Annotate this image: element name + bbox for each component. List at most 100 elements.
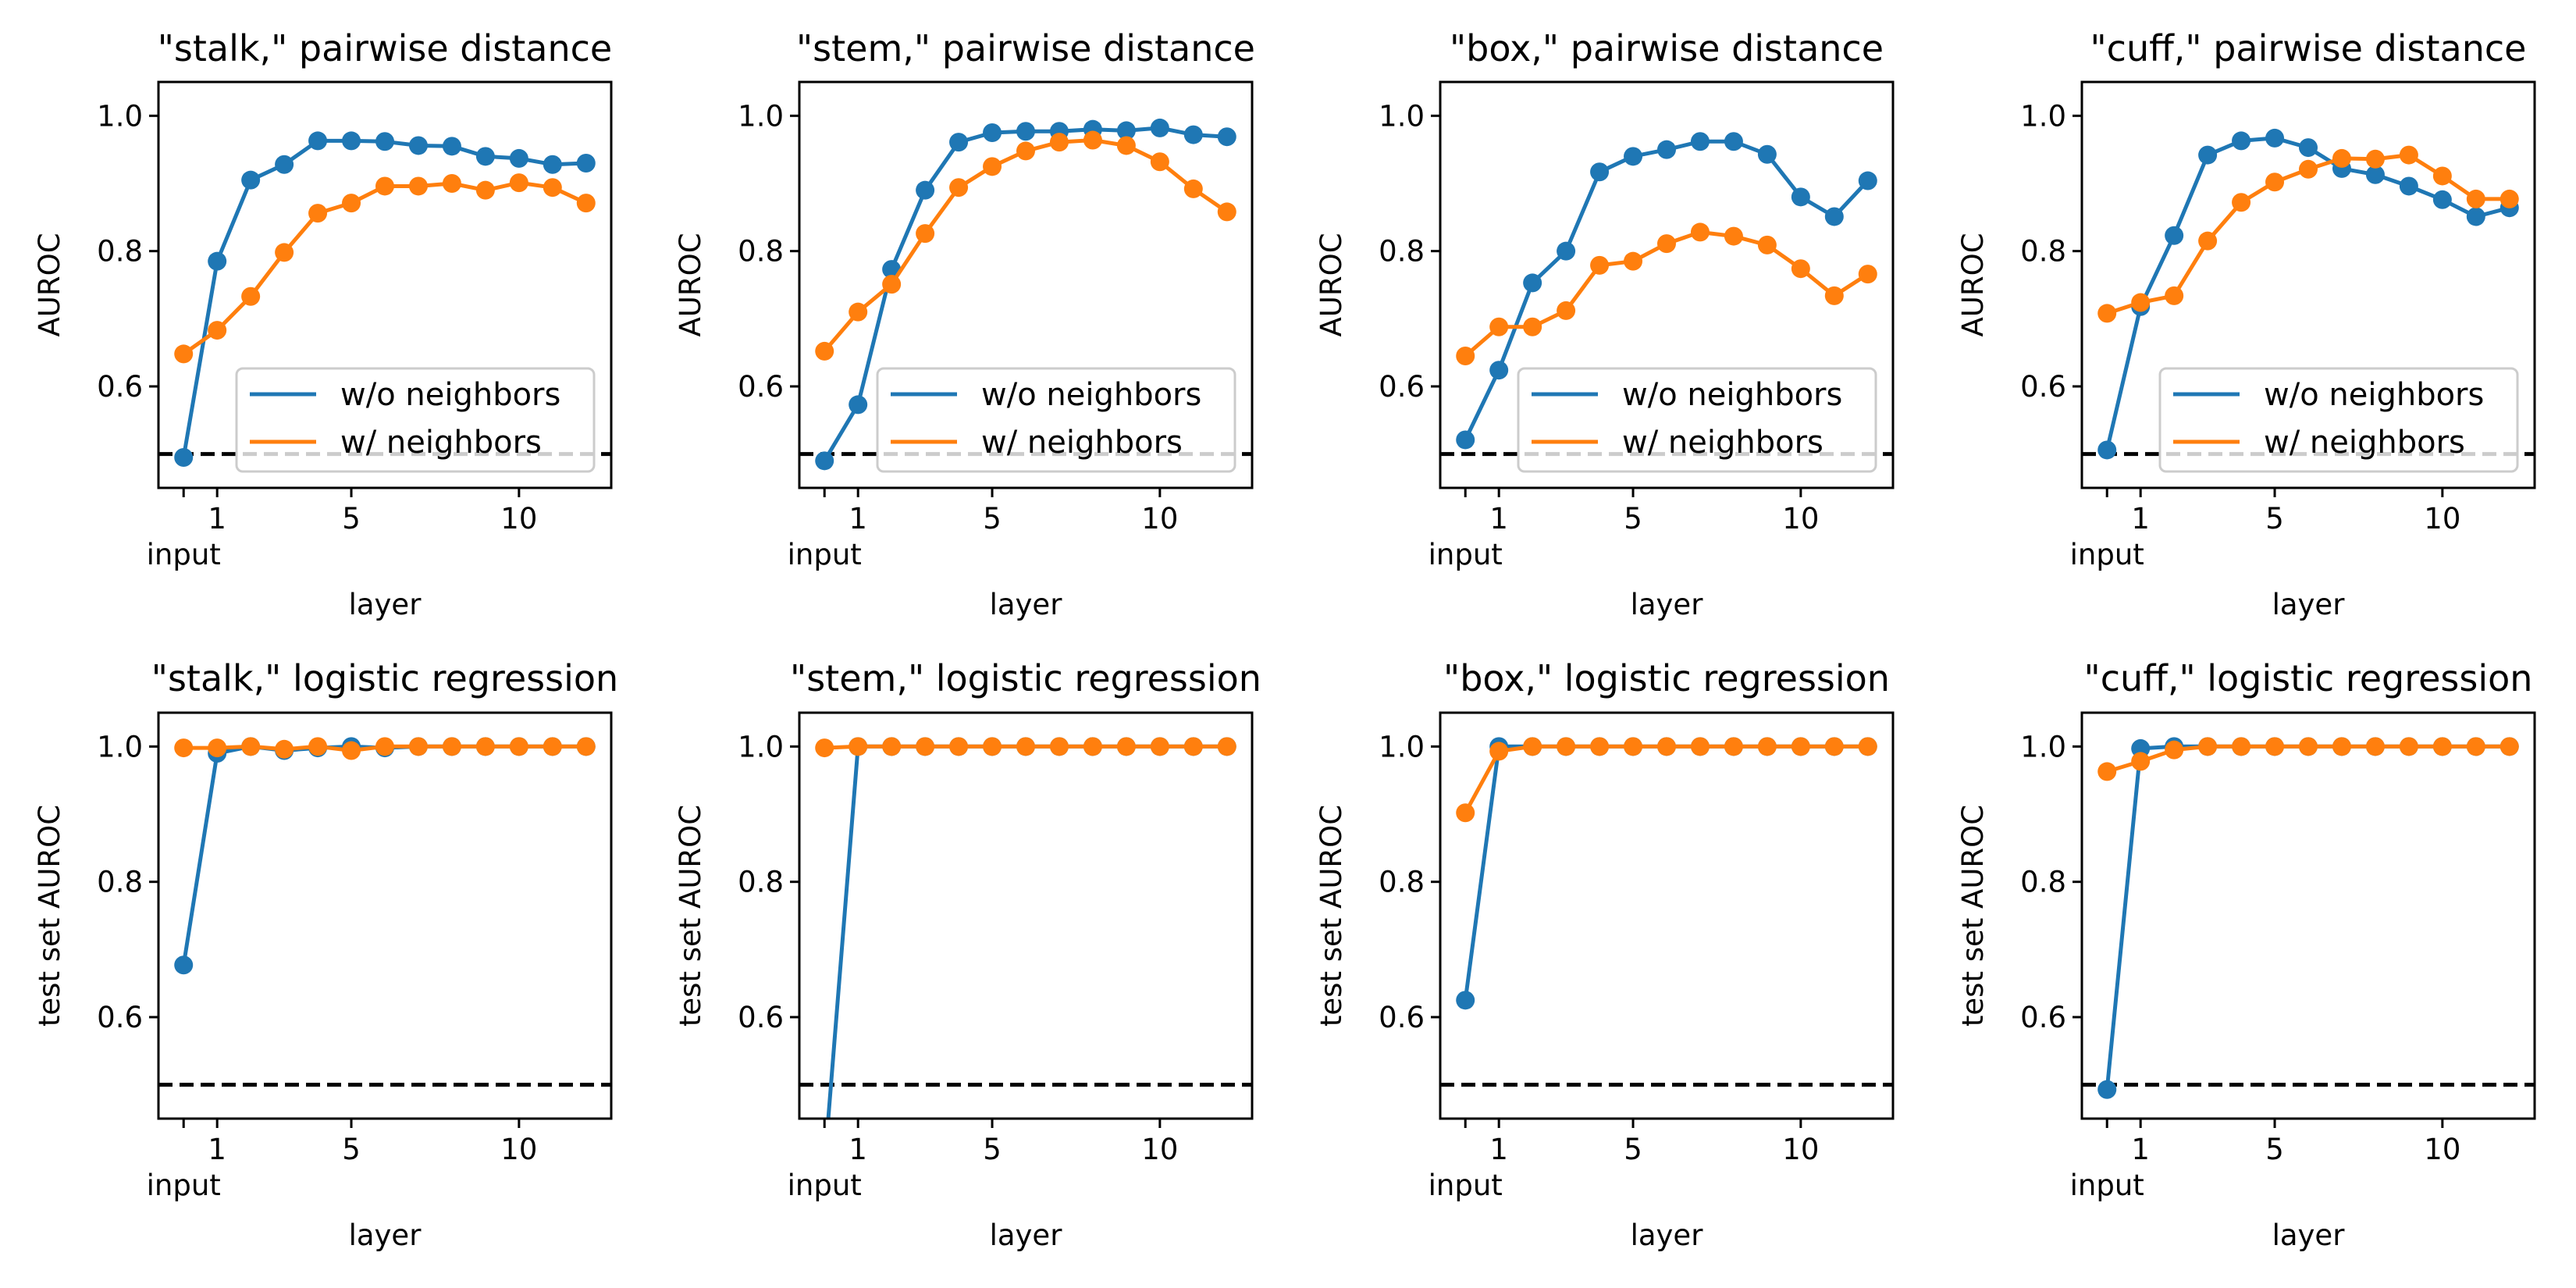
y-tick-label: 0.6 bbox=[738, 370, 784, 404]
series-with-neighbors-point bbox=[1624, 251, 1643, 271]
series-with-neighbors-point bbox=[174, 738, 194, 758]
panel-title: "box," logistic regression bbox=[1443, 657, 1890, 699]
series-without-neighbors-point bbox=[1657, 140, 1676, 159]
series-with-neighbors-point bbox=[1757, 737, 1777, 756]
series-with-neighbors-point bbox=[2299, 737, 2318, 756]
x-tick-label: 10 bbox=[500, 502, 537, 535]
series-with-neighbors-point bbox=[2198, 737, 2218, 756]
series-with-neighbors-point bbox=[1657, 737, 1676, 756]
series-without-neighbors-point bbox=[2232, 131, 2251, 151]
x-tick-label: 5 bbox=[2265, 502, 2284, 535]
y-axis-label: AUROC bbox=[674, 233, 707, 336]
series-without-neighbors-point bbox=[2399, 176, 2418, 196]
chart-panel: 0.6 0.8 1.0 1 5 10 input bbox=[1379, 80, 1895, 571]
series-without-neighbors-point bbox=[1016, 122, 1035, 141]
series-with-neighbors-point bbox=[916, 224, 935, 244]
legend-label-with: w/ neighbors bbox=[340, 425, 542, 461]
x-tick-label: 10 bbox=[2424, 1133, 2460, 1166]
legend-frame bbox=[235, 367, 596, 473]
series-without-neighbors-point bbox=[2097, 1080, 2117, 1099]
series-without-neighbors-point bbox=[983, 123, 1002, 142]
series-with-neighbors-point bbox=[308, 737, 328, 756]
series-with-neighbors-point bbox=[2232, 737, 2251, 756]
x-tick-label: 5 bbox=[2265, 1133, 2284, 1166]
x-tick-label: 1 bbox=[849, 502, 867, 535]
series-with-neighbors-point bbox=[208, 321, 227, 340]
legend: w/o neighbors w/ neighbors bbox=[235, 367, 596, 473]
series-without-neighbors-point bbox=[1858, 171, 1877, 190]
series-with-neighbors-point bbox=[2432, 737, 2452, 756]
axes-frame bbox=[157, 711, 613, 1120]
y-tick-label: 0.6 bbox=[738, 1001, 784, 1034]
series-with-neighbors-point bbox=[1183, 179, 1203, 198]
series-with-neighbors-point bbox=[2466, 189, 2485, 208]
series-with-neighbors-point bbox=[241, 737, 261, 756]
series-with-neighbors-point bbox=[1690, 222, 1710, 242]
panel-title: "stem," pairwise distance bbox=[796, 27, 1255, 69]
y-tick-label: 0.6 bbox=[97, 370, 143, 404]
series-without-neighbors-point bbox=[2131, 738, 2151, 758]
plot-area bbox=[799, 118, 1252, 471]
x-tick-label: 10 bbox=[1782, 1133, 1819, 1166]
x-tick-label: 5 bbox=[342, 1133, 361, 1166]
series-with-neighbors-point bbox=[1690, 737, 1710, 756]
axes-frame bbox=[1439, 711, 1895, 1120]
series-with-neighbors-point bbox=[2165, 286, 2184, 305]
axes-frame bbox=[798, 80, 1254, 489]
y-tick-label: 0.6 bbox=[1379, 1001, 1425, 1034]
series-without-neighbors-point bbox=[275, 155, 294, 174]
y-tick-label: 1.0 bbox=[97, 730, 143, 763]
series-with-neighbors-point bbox=[849, 737, 868, 756]
series-without-neighbors-point bbox=[174, 955, 194, 975]
series-without-neighbors-point bbox=[1791, 187, 1810, 207]
legend-label-without: w/o neighbors bbox=[981, 377, 1201, 413]
series-without-neighbors-point bbox=[576, 154, 596, 173]
x-tick-label-input: input bbox=[2070, 1169, 2144, 1202]
series-with-neighbors-point bbox=[815, 341, 834, 361]
series-with-neighbors-point bbox=[1489, 317, 1509, 336]
x-axis-label: layer bbox=[2272, 588, 2346, 621]
series-with-neighbors-point bbox=[2466, 737, 2485, 756]
series-without-neighbors-line bbox=[2105, 744, 2510, 1090]
series-without-neighbors-point bbox=[241, 170, 261, 190]
series-without-neighbors-point bbox=[815, 451, 834, 471]
series-with-neighbors-point bbox=[275, 243, 294, 262]
series-with-neighbors-point bbox=[1724, 737, 1743, 756]
series-with-neighbors-point bbox=[1456, 347, 1475, 365]
y-tick-label: 1.0 bbox=[1379, 730, 1425, 763]
y-tick-label: 1.0 bbox=[2020, 730, 2066, 763]
x-tick-label: 1 bbox=[2131, 502, 2150, 535]
y-tick-label: 1.0 bbox=[1379, 99, 1425, 133]
series-without-neighbors-point bbox=[1489, 361, 1509, 380]
panel-title: "stem," logistic regression bbox=[790, 657, 1261, 699]
series-with-neighbors-point bbox=[1557, 301, 1576, 320]
series-with-neighbors-point bbox=[275, 739, 294, 759]
y-axis-label: AUROC bbox=[33, 233, 66, 336]
x-tick-label: 5 bbox=[983, 1133, 1002, 1166]
series-without-neighbors-point bbox=[509, 148, 528, 168]
plot-area bbox=[1440, 132, 1893, 457]
chart-panel: 0.6 0.8 1.0 1 5 10 input bbox=[738, 80, 1254, 571]
plot-area bbox=[158, 737, 611, 1087]
series-with-neighbors-point bbox=[2399, 145, 2418, 165]
series-with-neighbors-point bbox=[342, 194, 361, 213]
series-without-neighbors-line bbox=[826, 744, 1227, 1119]
series-with-neighbors-point bbox=[2365, 149, 2385, 169]
series-with-neighbors-point bbox=[408, 176, 428, 196]
series-without-neighbors-point bbox=[442, 137, 461, 156]
series-without-neighbors-point bbox=[849, 395, 868, 415]
x-tick-label: 1 bbox=[208, 1133, 226, 1166]
x-tick-label: 5 bbox=[342, 502, 361, 535]
series-without-neighbors-line bbox=[1463, 744, 1868, 1001]
series-with-neighbors-point bbox=[442, 174, 461, 193]
series-with-neighbors-point bbox=[1624, 737, 1643, 756]
x-axis-label: layer bbox=[990, 588, 1063, 621]
series-with-neighbors-point bbox=[375, 176, 394, 196]
x-axis-label: layer bbox=[349, 588, 422, 621]
chart-panel: 0.6 0.8 1.0 1 5 10 input bbox=[97, 80, 613, 571]
series-without-neighbors-point bbox=[2466, 207, 2485, 226]
series-with-neighbors-point bbox=[174, 344, 194, 364]
series-with-neighbors-point bbox=[509, 173, 528, 193]
series-without-neighbors-point bbox=[1150, 118, 1169, 137]
